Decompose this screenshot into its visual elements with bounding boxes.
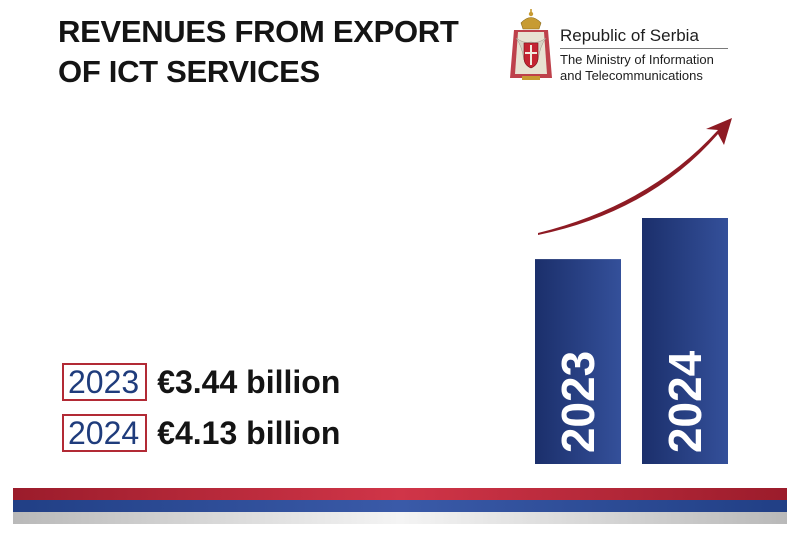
stripe-red bbox=[13, 488, 787, 500]
title-line-1: REVENUES FROM EXPORT bbox=[58, 14, 459, 49]
org-divider bbox=[560, 48, 728, 49]
bar-2023 bbox=[535, 259, 621, 464]
stat-amount: €3.44 billion bbox=[157, 363, 341, 400]
serbian-coat-of-arms-icon bbox=[510, 9, 552, 80]
stat-amount: €4.13 billion bbox=[157, 414, 341, 451]
bar-2024 bbox=[642, 218, 728, 464]
stat-year: 2023 bbox=[62, 363, 148, 401]
bar-label: 2024 bbox=[659, 350, 711, 453]
stripe-white bbox=[13, 512, 787, 524]
ministry-line-2: and Telecommunications bbox=[560, 68, 703, 83]
stat-row-2024: 2024 €4.13 billion bbox=[62, 413, 340, 453]
revenue-bar-chart: 2023 2024 bbox=[535, 118, 732, 464]
stripe-blue bbox=[13, 500, 787, 512]
flag-stripes bbox=[13, 488, 787, 524]
org-name: Republic of Serbia bbox=[560, 26, 699, 45]
ministry-logo: Republic of Serbia The Ministry of Infor… bbox=[560, 26, 728, 84]
stat-year: 2024 bbox=[62, 414, 148, 452]
trend-arrow-icon bbox=[538, 118, 732, 235]
ministry-line-1: The Ministry of Information bbox=[560, 52, 714, 67]
title-line-2: OF ICT SERVICES bbox=[58, 54, 320, 89]
bar-label: 2023 bbox=[552, 351, 604, 453]
revenue-stats: 2023 €3.44 billion 2024 €4.13 billion bbox=[62, 362, 340, 464]
stat-row-2023: 2023 €3.44 billion bbox=[62, 362, 340, 402]
page-title: REVENUES FROM EXPORT OF ICT SERVICES bbox=[58, 12, 459, 92]
